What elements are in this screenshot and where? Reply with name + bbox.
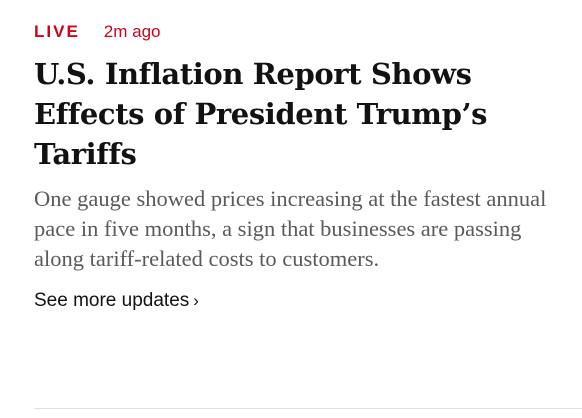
- live-badge: LIVE: [34, 22, 80, 41]
- story-meta: LIVE 2m ago: [34, 22, 564, 46]
- story-headline[interactable]: U.S. Inflation Report Shows Effects of P…: [34, 57, 488, 171]
- divider: [34, 408, 582, 409]
- news-story-card: LIVE 2m ago U.S. Inflation Report Shows …: [34, 22, 564, 312]
- see-more-updates-label: See more updates: [34, 290, 190, 311]
- see-more-updates-link[interactable]: See more updates ›: [34, 290, 199, 312]
- story-timestamp: 2m ago: [103, 22, 161, 41]
- chevron-right-icon: ›: [193, 291, 199, 310]
- story-summary: One gauge showed prices increasing at th…: [34, 186, 547, 271]
